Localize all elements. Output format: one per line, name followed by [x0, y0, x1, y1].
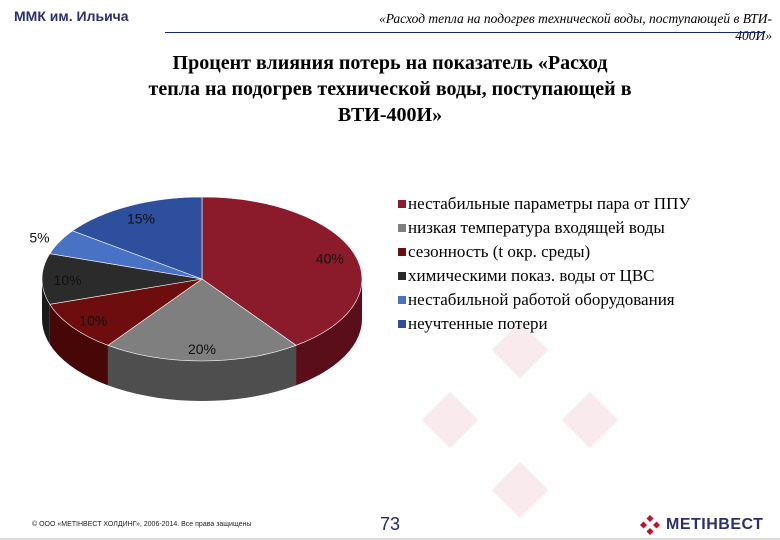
- header-title-line1: «Расход тепла на подогрев технической во…: [378, 11, 772, 26]
- pie-chart: 40% 20% 10% 10% 5% 15%: [29, 196, 363, 401]
- pie-slice-low-inlet-temp: [107, 278, 297, 362]
- legend-label: неучтенные потери: [408, 314, 548, 333]
- legend-item-chemical-indicators: химическими показ. воды от ЦВС: [398, 264, 690, 288]
- watermark-logo: [421, 321, 619, 519]
- data-label-unaccounted-losses: 15%: [127, 211, 155, 227]
- legend-item-unaccounted-losses: неучтенные потери: [398, 312, 690, 336]
- data-label-seasonality: 10%: [79, 313, 107, 329]
- header-divider: [165, 32, 765, 33]
- legend-label: нестабильной работой оборудования: [408, 290, 675, 309]
- header-title-line2: 400И»: [735, 28, 772, 43]
- header-bar: ММК им. Ильича «Расход тепла на подогрев…: [0, 0, 780, 44]
- legend-swatch: [398, 200, 406, 208]
- slide-title: Процент влияния потерь на показатель «Ра…: [60, 50, 720, 128]
- chart-legend: нестабильные параметры пара от ППУ низкая…: [398, 192, 690, 336]
- pie-side-low-inlet-temp: [107, 345, 297, 401]
- data-label-unstable-steam: 40%: [316, 251, 344, 267]
- pie-slice-unstable-steam: [201, 196, 363, 346]
- pie-side-seasonality: [49, 304, 108, 386]
- slide-title-line2: тепла на подогрев технической воды, пост…: [148, 78, 632, 100]
- pie-side-chemical-indicators: [42, 279, 50, 345]
- header-title: «Расход тепла на подогрев технической во…: [252, 10, 772, 44]
- legend-label: сезонность (t окр. среды): [408, 242, 591, 261]
- metinvest-logo: МЕТІНВЕСТ: [640, 514, 763, 536]
- data-label-equipment-instability: 5%: [29, 230, 49, 246]
- legend-swatch: [398, 320, 406, 328]
- legend-label: химическими показ. воды от ЦВС: [408, 266, 655, 285]
- slide-title-line3: ВТИ-400И»: [337, 104, 443, 126]
- legend-item-low-inlet-temp: низкая температура входящей воды: [398, 216, 690, 240]
- footer-divider: [0, 538, 780, 540]
- company-name: ММК им. Ильича: [14, 8, 129, 24]
- data-label-chemical-indicators: 10%: [54, 272, 82, 288]
- legend-swatch: [398, 224, 406, 232]
- slide-title-line1: Процент влияния потерь на показатель «Ра…: [172, 52, 608, 74]
- page-number: 73: [379, 514, 401, 534]
- legend-swatch: [398, 296, 406, 304]
- pie-slice-unaccounted-losses: [71, 196, 203, 280]
- legend-swatch: [398, 248, 406, 256]
- legend-item-unstable-steam: нестабильные параметры пара от ППУ: [398, 192, 690, 216]
- legend-item-seasonality: сезонность (t окр. среды): [398, 240, 690, 264]
- pie-slice-seasonality: [49, 278, 203, 346]
- logo-text: МЕТІНВЕСТ: [666, 516, 764, 533]
- legend-item-equipment-instability: нестабильной работой оборудования: [398, 288, 690, 312]
- legend-swatch: [398, 272, 406, 280]
- footer-copyright: © ООО «МЕТІНВЕСТ ХОЛДИНГ», 2006-2014. Вс…: [32, 521, 252, 528]
- metinvest-logo-icon: [640, 515, 660, 535]
- legend-label: низкая температура входящей воды: [408, 218, 665, 237]
- pie-slice-chemical-indicators: [41, 253, 203, 305]
- data-label-low-inlet-temp: 20%: [188, 341, 216, 357]
- legend-label: нестабильные параметры пара от ППУ: [408, 194, 691, 213]
- pie-side-unstable-steam: [296, 279, 362, 386]
